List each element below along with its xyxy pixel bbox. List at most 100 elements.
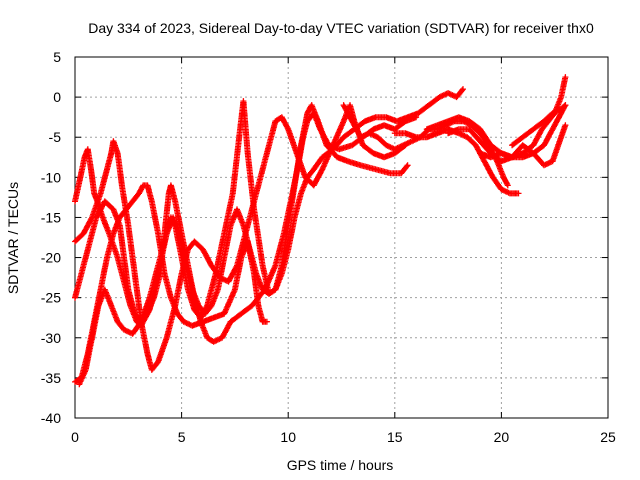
data-point-marker — [199, 246, 214, 268]
data-point-marker — [255, 302, 266, 324]
data-point-marker — [253, 151, 270, 197]
data-point-marker — [125, 286, 138, 316]
data-point-marker — [101, 198, 116, 212]
data-point-marker — [340, 127, 357, 141]
data-point-marker — [123, 199, 135, 213]
data-point-marker — [349, 118, 363, 139]
data-point-marker — [453, 87, 466, 101]
data-point-marker — [88, 166, 97, 195]
data-point-marker — [498, 186, 512, 196]
data-point-marker — [72, 175, 83, 205]
data-point-marker — [114, 150, 125, 187]
data-point-marker — [494, 158, 506, 179]
data-point-marker — [357, 162, 378, 172]
y-tick-label: -30 — [41, 330, 61, 346]
data-point-marker — [89, 304, 102, 341]
data-point-marker — [310, 167, 325, 189]
data-point-marker — [161, 191, 172, 237]
y-tick-label: -10 — [41, 169, 61, 185]
data-point-marker — [97, 167, 110, 197]
data-point-marker — [221, 288, 238, 317]
y-tick-label: -35 — [41, 370, 61, 386]
data-point-marker — [291, 191, 304, 221]
data-point-marker — [509, 143, 525, 161]
data-point-marker — [136, 183, 146, 197]
data-point-marker — [240, 222, 253, 251]
data-point-marker — [466, 126, 483, 144]
data-point-marker — [549, 106, 563, 117]
data-point-marker — [415, 103, 431, 117]
data-point-marker — [101, 286, 114, 308]
data-point-marker — [558, 123, 568, 141]
series-arc-11 — [509, 102, 569, 149]
data-point-marker — [185, 286, 197, 312]
data-point-marker — [176, 230, 189, 267]
data-point-marker — [253, 270, 265, 292]
data-point-marker — [231, 256, 244, 293]
data-point-marker — [304, 167, 316, 181]
data-point-marker — [558, 75, 568, 101]
data-point-marker — [129, 191, 141, 205]
data-point-marker — [234, 206, 246, 227]
x-tick-label: 0 — [71, 429, 79, 445]
data-point-marker — [208, 262, 223, 280]
data-point-marker — [182, 262, 195, 292]
y-tick-labels: -40 -35 -30 -25 -20 -15 -10 -5 0 5 — [41, 49, 61, 426]
data-point-marker — [481, 158, 496, 179]
data-point-marker — [116, 207, 129, 221]
data-point-marker — [97, 256, 110, 293]
data-point-marker — [263, 318, 270, 325]
data-point-marker — [541, 127, 555, 149]
data-point-marker — [400, 138, 414, 149]
data-point-marker — [562, 102, 569, 109]
series-group — [72, 74, 569, 388]
data-point-marker — [549, 111, 564, 133]
x-tick-label: 10 — [280, 429, 296, 445]
data-point-marker — [229, 135, 242, 197]
data-point-marker — [558, 103, 568, 113]
data-point-marker — [104, 151, 114, 173]
data-point-marker — [89, 191, 104, 221]
data-point-marker — [330, 135, 346, 153]
data-point-marker — [238, 303, 254, 317]
data-point-marker — [144, 350, 155, 372]
data-point-marker — [530, 150, 547, 168]
data-point-marker — [144, 182, 155, 203]
data-point-marker — [221, 191, 236, 237]
data-point-marker — [72, 272, 84, 301]
data-point-marker — [225, 263, 240, 285]
data-point-marker — [121, 254, 132, 292]
data-point-marker — [219, 320, 233, 341]
data-point-marker — [155, 232, 170, 269]
chart-title: Day 334 of 2023, Sidereal Day-to-day VTE… — [88, 20, 594, 36]
data-point-marker — [148, 360, 161, 373]
data-point-marker — [116, 222, 127, 259]
data-point-marker — [541, 159, 555, 169]
data-point-marker — [129, 319, 144, 337]
data-point-marker — [144, 296, 157, 317]
y-axis-label: SDTVAR / TECUs — [5, 182, 21, 294]
x-tick-label: 25 — [600, 429, 616, 445]
data-point-marker — [515, 190, 522, 197]
data-point-marker — [278, 248, 291, 277]
data-point-marker — [310, 110, 323, 131]
y-tick-label: -40 — [41, 410, 61, 426]
data-point-marker — [189, 286, 202, 308]
data-point-marker — [538, 119, 551, 133]
y-tick-label: -15 — [41, 209, 61, 225]
series-arc-7 — [391, 126, 522, 197]
x-tick-label: 20 — [494, 429, 510, 445]
data-point-marker — [240, 98, 251, 155]
data-point-marker — [466, 118, 482, 132]
data-point-marker — [344, 158, 363, 168]
data-point-marker — [99, 214, 112, 235]
y-tick-label: -20 — [41, 250, 61, 266]
data-point-marker — [372, 166, 392, 176]
data-point-marker — [174, 310, 186, 324]
data-point-marker — [170, 214, 182, 235]
data-point-marker — [285, 216, 298, 253]
data-point-marker — [263, 119, 278, 157]
data-point-marker — [84, 146, 94, 171]
data-point-marker — [285, 126, 300, 155]
